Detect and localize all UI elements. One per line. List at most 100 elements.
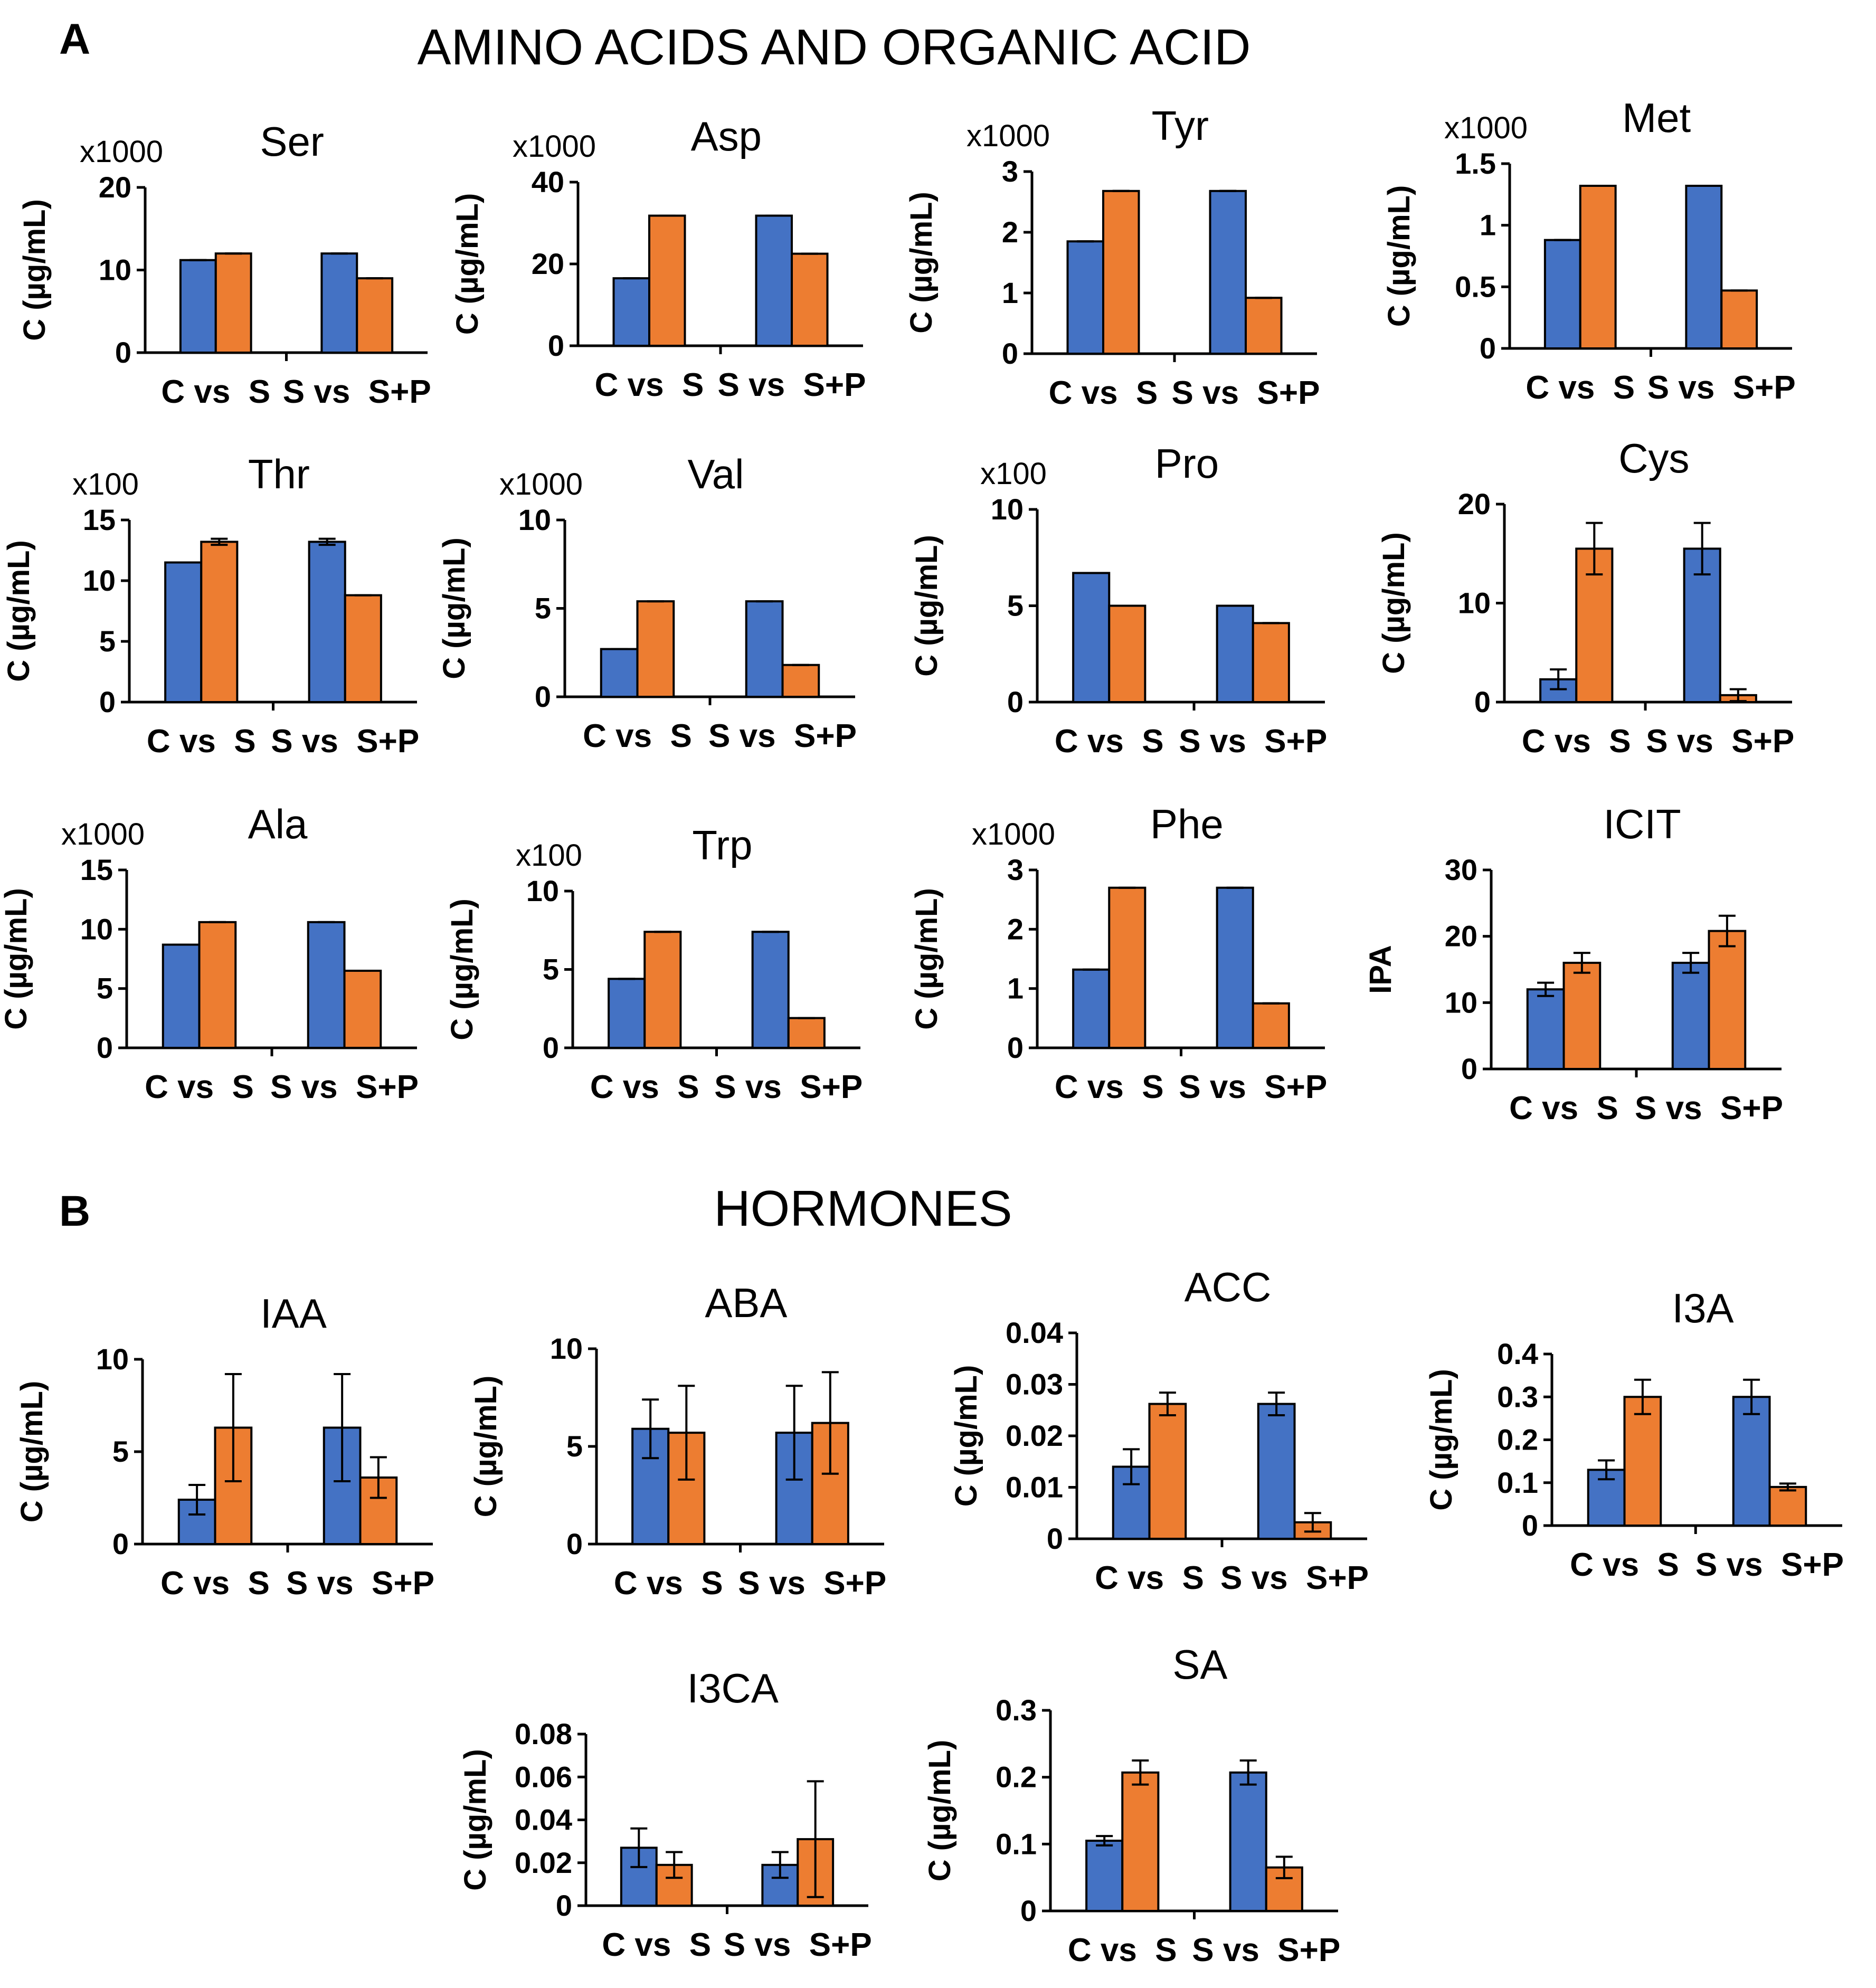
bar-val-series-2-1 — [781, 664, 820, 698]
y-tick-label: 0 — [566, 1527, 583, 1560]
y-tick-label: 1 — [1480, 209, 1496, 242]
bar-ser-series-2-0 — [214, 252, 252, 354]
bar-tyr-series-2-0 — [1102, 190, 1140, 355]
bar-pro-series-2-0 — [1108, 604, 1147, 703]
chart-title: I3A — [1672, 1285, 1733, 1331]
x-category-label: C vs S — [595, 367, 704, 403]
x-category-label: C vs S — [1068, 1932, 1177, 1968]
scale-factor-label: x100 — [72, 467, 139, 501]
y-tick-label: 0 — [1461, 1052, 1477, 1085]
y-tick-label: 0 — [115, 336, 131, 369]
y-axis-label: C (µg/mL) — [904, 192, 939, 334]
y-tick-label: 15 — [80, 853, 113, 886]
chart-title: Tyr — [1152, 102, 1209, 149]
y-tick-label: 3 — [1002, 155, 1018, 188]
panel-a-title: AMINO ACIDS AND ORGANIC ACID — [418, 19, 1251, 75]
bar-pro-series-1-0 — [1072, 572, 1111, 703]
y-axis-label: C (µg/mL) — [17, 199, 52, 341]
y-axis-label: C (µg/mL) — [2, 540, 36, 682]
y-tick-label: 0.08 — [515, 1717, 572, 1750]
x-category-label: S vs S+P — [1179, 723, 1327, 760]
bar-trp-series-1-0 — [608, 978, 646, 1049]
y-tick-label: 0.02 — [515, 1846, 572, 1879]
x-category-label: C vs S — [1055, 1069, 1164, 1105]
x-category-label: C vs S — [602, 1927, 711, 1963]
bar-asp-series-1-0 — [612, 277, 650, 347]
bar-trp-series-1-1 — [751, 931, 790, 1049]
y-tick-label: 20 — [532, 247, 564, 280]
bar-ser-series-1-0 — [179, 259, 217, 354]
bar-pro-series-1-1 — [1216, 604, 1254, 703]
chart-ser: Ser x1000 C (µg/mL) 0 10 20 C vs S S vs S+P — [17, 118, 431, 410]
bar-thr-series-1-1 — [308, 541, 346, 704]
bar-pro-series-2-1 — [1252, 622, 1290, 703]
scale-factor-label: x1000 — [967, 119, 1050, 153]
y-tick-label: 20 — [1445, 920, 1477, 953]
bar-icit-series-2-1 — [1708, 930, 1747, 1070]
y-axis-label: C (µg/mL) — [1377, 532, 1411, 674]
x-category-label: C vs S — [1509, 1090, 1618, 1126]
bar-sa-series-2-0 — [1121, 1771, 1160, 1913]
y-tick-label: 20 — [1458, 487, 1491, 520]
bar-phe-series-2-1 — [1252, 1002, 1290, 1049]
bar-tyr-series-1-0 — [1066, 240, 1104, 355]
bar-asp-series-2-1 — [791, 252, 829, 347]
chart-iaa: IAA C (µg/mL) 0 5 10 C vs S S vs S+P — [15, 1290, 434, 1602]
chart-title: Cys — [1618, 435, 1689, 481]
chart-title: Asp — [691, 113, 762, 159]
y-tick-label: 0 — [543, 1031, 559, 1064]
x-category-label: S vs S+P — [286, 1565, 434, 1602]
bar-ala-series-2-0 — [198, 921, 237, 1049]
x-category-label: C vs S — [161, 374, 270, 410]
x-category-label: C vs S — [1570, 1547, 1679, 1583]
y-tick-label: 0.5 — [1455, 270, 1496, 303]
y-tick-label: 0 — [556, 1889, 572, 1922]
y-tick-label: 5 — [99, 624, 116, 658]
chart-title: Pro — [1155, 440, 1219, 487]
bar-val-series-2-0 — [636, 600, 675, 698]
y-tick-label: 0.03 — [1006, 1368, 1063, 1401]
x-category-label: S vs S+P — [1172, 375, 1320, 411]
scale-factor-label: x1000 — [1444, 111, 1528, 145]
chart-title: I3CA — [687, 1665, 778, 1711]
y-tick-label: 10 — [83, 564, 116, 597]
bar-met-series-2-0 — [1579, 185, 1617, 349]
x-category-label: S vs S+P — [1647, 370, 1796, 406]
bar-val-series-1-0 — [600, 648, 639, 698]
chart-title: ABA — [705, 1280, 787, 1326]
chart-pro: Pro x100 C (µg/mL) 0 5 10 C vs S S vs S+P — [909, 440, 1327, 760]
bar-ala-series-2-1 — [343, 969, 382, 1049]
y-tick-label: 30 — [1445, 853, 1477, 886]
chart-title: Trp — [692, 822, 752, 868]
y-tick-label: 0 — [1020, 1894, 1037, 1927]
bar-phe-series-1-0 — [1072, 968, 1111, 1049]
y-axis-label: IPA — [1363, 945, 1398, 993]
y-axis-label: C (µg/mL) — [469, 1376, 503, 1518]
y-tick-label: 5 — [1007, 589, 1024, 622]
bar-trp-series-2-0 — [643, 931, 682, 1049]
y-tick-label: 10 — [1445, 986, 1477, 1019]
y-axis-label: C (µg/mL) — [437, 537, 471, 679]
chart-aba: ABA C (µg/mL) 0 5 10 C vs S S vs S+P — [469, 1280, 886, 1602]
y-tick-label: 0.02 — [1006, 1419, 1063, 1452]
chart-cys: Cys C (µg/mL) 0 10 20 C vs S S vs S+P — [1377, 435, 1794, 760]
scale-factor-label: x100 — [980, 457, 1047, 491]
bar-thr-series-2-0 — [200, 541, 239, 704]
y-tick-label: 5 — [112, 1435, 129, 1468]
x-category-label: S vs S+P — [271, 723, 419, 760]
chart-ala: Ala x1000 C (µg/mL) 0 5 10 15 C vs S S vs S+P — [0, 801, 419, 1105]
y-tick-label: 0.1 — [996, 1827, 1037, 1860]
y-axis-label: C (µg/mL) — [949, 1365, 983, 1507]
x-category-label: S vs S+P — [718, 367, 866, 403]
bar-asp-series-2-0 — [648, 214, 686, 347]
scale-factor-label: x1000 — [80, 135, 163, 169]
bar-i3a-series-1-1 — [1732, 1396, 1771, 1527]
y-axis-label: C (µg/mL) — [0, 888, 33, 1030]
chart-title: ICIT — [1603, 801, 1681, 847]
x-category-label: C vs S — [590, 1069, 699, 1105]
scale-factor-label: x1000 — [61, 817, 145, 851]
bar-thr-series-2-1 — [344, 594, 382, 703]
y-tick-label: 5 — [566, 1430, 583, 1463]
y-tick-label: 0.3 — [996, 1693, 1037, 1727]
y-tick-label: 0 — [1474, 685, 1491, 718]
